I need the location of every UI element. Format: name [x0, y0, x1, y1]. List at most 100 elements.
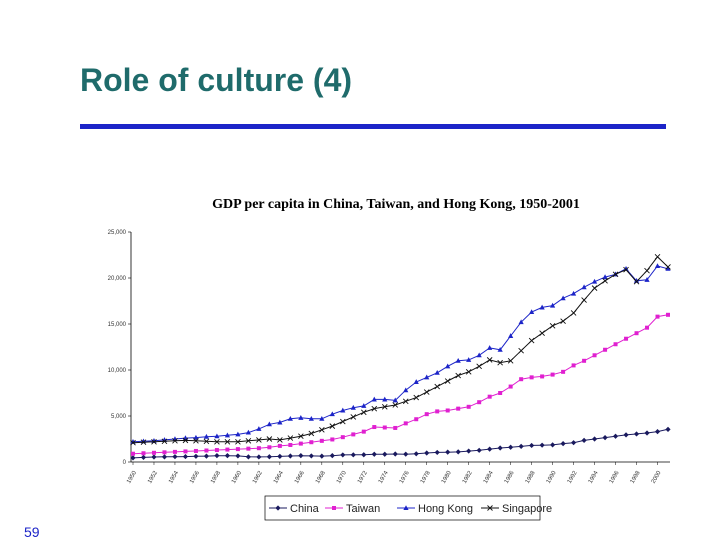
- data-point-china: [193, 453, 199, 459]
- data-point-china: [140, 454, 147, 460]
- data-point-hong-kong: [256, 426, 262, 431]
- data-point-singapore: [665, 264, 671, 270]
- data-point-hong-kong: [591, 278, 598, 284]
- data-point-singapore: [329, 423, 336, 429]
- data-point-hong-kong: [654, 263, 661, 269]
- data-point-hong-kong: [560, 295, 566, 301]
- title-divider: [80, 124, 666, 129]
- data-point-hong-kong: [445, 363, 451, 369]
- data-point-taiwan: [414, 417, 419, 422]
- data-point-hong-kong: [193, 434, 199, 440]
- data-point-taiwan: [508, 384, 513, 389]
- data-point-hong-kong: [476, 352, 482, 358]
- data-point-singapore: [350, 414, 357, 420]
- x-tick-label: 1962: [252, 470, 264, 485]
- y-tick-label: 10,000: [108, 368, 127, 374]
- data-point-taiwan: [498, 391, 503, 395]
- data-point-singapore: [465, 369, 472, 375]
- data-point-hong-kong: [550, 302, 556, 308]
- data-point-hong-kong: [382, 396, 388, 402]
- data-point-singapore: [224, 438, 231, 445]
- data-point-taiwan: [466, 404, 471, 409]
- data-point-singapore: [570, 310, 577, 316]
- data-point-taiwan: [424, 412, 429, 417]
- data-point-hong-kong: [266, 421, 272, 427]
- data-point-taiwan: [592, 353, 597, 358]
- data-point-hong-kong: [508, 333, 514, 338]
- legend-label-taiwan: Taiwan: [346, 503, 380, 515]
- data-point-singapore: [612, 271, 619, 278]
- data-point-china: [161, 454, 168, 460]
- series-line-singapore: [132, 256, 669, 444]
- data-point-singapore: [151, 438, 157, 445]
- data-point-hong-kong: [203, 433, 210, 439]
- data-point-hong-kong: [434, 369, 440, 375]
- data-point-hong-kong: [371, 396, 377, 402]
- data-point-taiwan: [550, 372, 555, 377]
- data-point-china: [623, 432, 629, 438]
- data-point-taiwan: [456, 406, 461, 411]
- data-point-china: [392, 451, 398, 457]
- data-point-singapore: [235, 438, 241, 445]
- data-point-hong-kong: [361, 403, 367, 408]
- data-point-china: [151, 454, 157, 460]
- data-point-singapore: [371, 405, 378, 412]
- x-tick-label: 1960: [231, 470, 243, 485]
- x-tick-label: 1950: [126, 470, 138, 485]
- data-point-taiwan: [131, 451, 135, 456]
- x-tick-label: 1990: [546, 470, 558, 485]
- data-point-singapore: [339, 418, 346, 425]
- data-point-taiwan: [561, 369, 566, 374]
- data-point-taiwan: [351, 432, 356, 437]
- data-point-china: [130, 455, 136, 461]
- data-point-singapore: [644, 267, 650, 274]
- page-number: 59: [24, 524, 40, 540]
- data-point-taiwan: [183, 449, 188, 454]
- data-point-singapore: [381, 403, 388, 410]
- data-point-hong-kong: [224, 432, 231, 438]
- data-point-china: [633, 431, 640, 437]
- x-tick-label: 1988: [525, 470, 537, 485]
- data-point-taiwan: [372, 425, 377, 430]
- data-point-hong-kong: [277, 419, 283, 425]
- data-point-singapore: [423, 389, 430, 395]
- data-point-singapore: [402, 398, 409, 405]
- series-line-taiwan: [132, 314, 669, 455]
- data-point-taiwan: [172, 449, 177, 454]
- data-point-taiwan: [162, 450, 167, 455]
- data-point-taiwan: [571, 363, 576, 368]
- y-tick-label: 20,000: [108, 276, 127, 282]
- data-point-singapore: [549, 323, 556, 329]
- data-point-china: [455, 449, 461, 455]
- y-tick-label: 0: [123, 460, 127, 466]
- data-point-taiwan: [403, 421, 408, 426]
- data-point-china: [413, 451, 419, 457]
- data-point-singapore: [476, 363, 482, 370]
- data-point-singapore: [591, 285, 598, 291]
- data-point-hong-kong: [245, 429, 251, 435]
- data-point-china: [612, 433, 619, 439]
- data-point-china: [371, 451, 377, 457]
- data-point-hong-kong: [539, 304, 545, 310]
- x-tick-label: 1980: [441, 470, 453, 485]
- data-point-hong-kong: [466, 357, 472, 362]
- x-tick-label: 1972: [357, 470, 369, 485]
- x-tick-label: 1968: [315, 470, 327, 485]
- data-point-hong-kong: [602, 274, 608, 280]
- data-point-singapore: [633, 278, 640, 285]
- data-point-taiwan: [624, 336, 629, 341]
- data-point-china: [235, 453, 241, 459]
- data-point-china: [539, 442, 545, 448]
- data-point-china: [560, 441, 566, 447]
- x-tick-label: 1974: [378, 470, 390, 485]
- data-point-taiwan: [204, 448, 209, 453]
- legend-label-china: China: [290, 503, 320, 515]
- data-point-singapore: [140, 439, 147, 446]
- data-point-china: [172, 454, 178, 460]
- data-point-taiwan: [246, 446, 251, 451]
- x-tick-label: 1954: [168, 470, 180, 485]
- data-point-singapore: [256, 437, 262, 443]
- data-point-china: [497, 445, 503, 451]
- data-point-hong-kong: [570, 290, 577, 296]
